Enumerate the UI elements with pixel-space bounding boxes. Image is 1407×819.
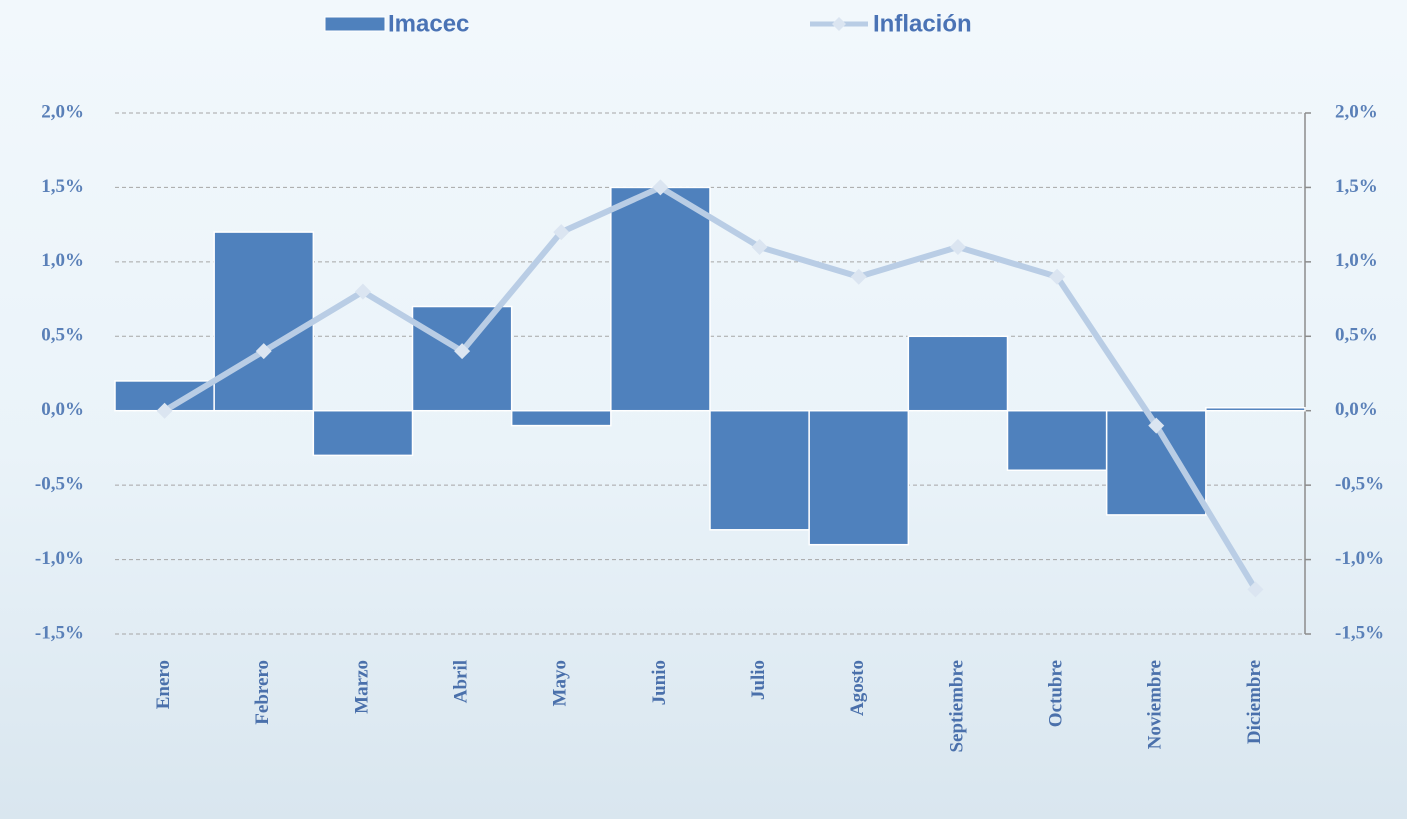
y-tick-label: 1,0% — [41, 250, 84, 271]
legend-label: Imacec — [388, 10, 469, 37]
y-tick-label: 0,0% — [41, 399, 84, 420]
bar — [610, 186, 711, 412]
y2-tick-label: 1,0% — [1335, 250, 1378, 271]
bar — [1006, 409, 1108, 472]
marker — [850, 268, 867, 285]
bar — [907, 335, 1009, 412]
y-tick-label: 0,5% — [41, 325, 84, 346]
y-tick-label: 1,5% — [41, 176, 84, 197]
y-tick-label: -1,0% — [35, 548, 84, 569]
marker — [751, 238, 768, 255]
y2-tick-label: 0,5% — [1335, 325, 1378, 346]
x-tick-label: Diciembre — [1244, 660, 1265, 744]
line — [163, 184, 1258, 591]
y-tick-label: -1,5% — [35, 622, 84, 643]
x-tick-label: Septiembre — [946, 660, 967, 753]
bar — [1205, 406, 1306, 412]
legend-label: Inflación — [873, 10, 972, 37]
bar — [312, 409, 414, 457]
x-tick-label: Marzo — [351, 660, 372, 714]
bar — [213, 231, 315, 412]
marker — [454, 343, 471, 360]
x-tick-label: Junio — [649, 660, 670, 705]
legend-swatch — [324, 16, 386, 32]
marker — [1148, 417, 1165, 434]
y-tick-label: -0,5% — [35, 474, 84, 495]
y2-tick-label: 1,5% — [1335, 176, 1378, 197]
x-tick-label: Agosto — [847, 660, 868, 716]
y2-tick-label: -0,5% — [1335, 474, 1384, 495]
y2-tick-label: -1,5% — [1335, 622, 1384, 643]
y-tick-label: 2,0% — [41, 101, 84, 122]
marker — [949, 238, 966, 255]
bar — [510, 409, 612, 427]
x-tick-label: Abril — [450, 660, 471, 703]
x-tick-label: Mayo — [550, 660, 571, 706]
marker — [255, 343, 272, 360]
bar — [709, 409, 810, 531]
marker — [652, 179, 669, 196]
marker — [156, 402, 173, 419]
marker — [1247, 581, 1264, 598]
marker — [354, 283, 371, 300]
x-tick-label: Febrero — [252, 660, 273, 725]
y2-tick-label: -1,0% — [1335, 548, 1384, 569]
bar — [808, 409, 910, 546]
x-tick-label: Octubre — [1045, 660, 1066, 727]
x-tick-label: Julio — [748, 660, 769, 700]
x-tick-label: Enero — [153, 660, 174, 709]
y2-tick-label: 2,0% — [1335, 101, 1378, 122]
legend-marker — [832, 17, 846, 31]
x-tick-label: Noviembre — [1145, 660, 1166, 749]
marker — [1049, 268, 1066, 285]
marker — [553, 224, 570, 241]
y2-tick-label: 0,0% — [1335, 399, 1378, 420]
